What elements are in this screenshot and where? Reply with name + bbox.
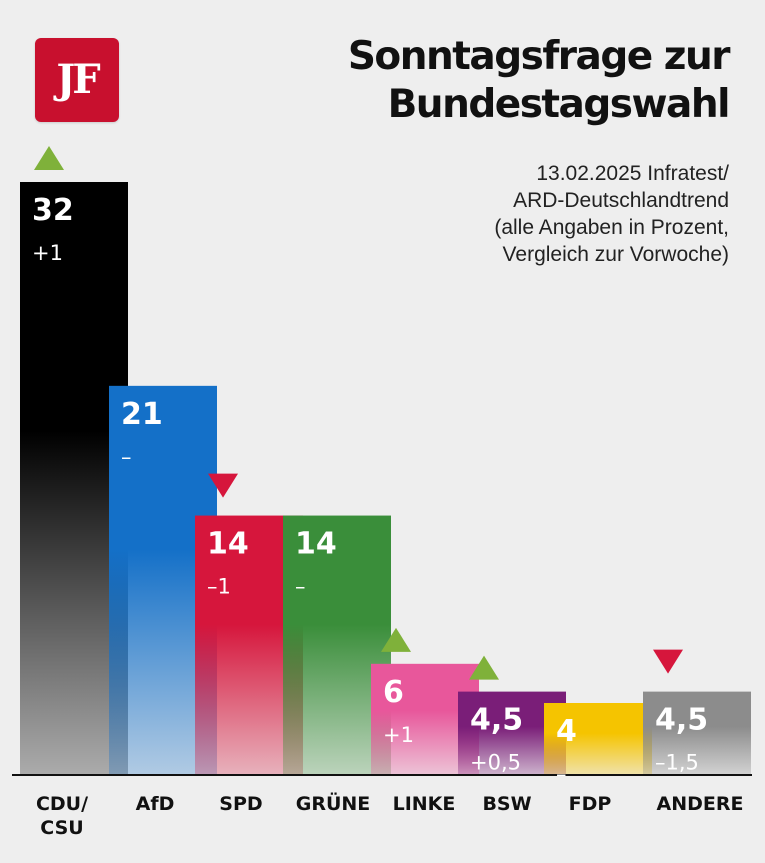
category-label-afd: AfD [136,793,175,815]
category-label-andere: ANDERE [657,793,744,815]
trend-down-icon-spd [208,473,238,498]
trend-down-icon-andere [653,649,683,674]
logo-text: JF [56,56,100,103]
value-label-fdp: 4 [556,714,577,749]
value-label-grüne: 14 [295,527,337,562]
change-label-cdu-csu: +1 [32,241,63,265]
category-label-grüne: GRÜNE [296,791,371,815]
value-label-linke: 6 [383,675,404,710]
category-label-bsw: BSW [482,793,531,815]
change-label-linke: +1 [383,723,414,747]
jf-logo: JF [35,38,119,122]
title-line-1: Sonntagsfrage zur [347,34,731,79]
source-line-4: Vergleich zur Vorwoche) [502,243,729,266]
labels-layer: 32 +1 CDU/CSU 21 – AfD 14 –1 SPD 14 – GRÜNE 6 +1 LINKE… [32,146,743,839]
trend-up-icon-linke [381,627,411,652]
change-label-spd: –1 [207,575,231,599]
chart-title: Sonntagsfrage zur Bundestagswahl [289,33,731,129]
change-label-grüne: – [295,575,306,599]
source-line-2: ARD-Deutschlandtrend [513,189,729,212]
trend-up-icon-bsw [469,655,499,680]
source-line-1: 13.02.2025 Infratest/ [536,162,729,185]
value-label-andere: 4,5 [655,703,708,738]
category-label-linke: LINKE [393,793,456,815]
source-note: 13.02.2025 Infratest/ ARD-Deutschlandtre… [429,160,729,268]
value-label-cdu-csu: 32 [32,193,74,228]
title-line-2: Bundestagswahl [387,82,731,127]
change-label-fdp: – [556,762,567,786]
bar-fdp [544,703,652,775]
value-label-spd: 14 [207,527,249,562]
value-label-bsw: 4,5 [470,703,523,738]
change-label-bsw: +0,5 [470,751,521,775]
category-label-cdu-csu: CDU/CSU [36,793,88,839]
trend-up-icon-cdu-csu [34,146,64,170]
source-line-3: (alle Angaben in Prozent, [494,216,729,239]
category-label-fdp: FDP [569,793,612,815]
bars-layer [20,182,751,775]
value-label-afd: 21 [121,397,163,432]
category-label-spd: SPD [219,793,262,815]
change-label-afd: – [121,445,132,469]
change-label-andere: –1,5 [655,751,699,775]
bar-andere [643,691,751,775]
